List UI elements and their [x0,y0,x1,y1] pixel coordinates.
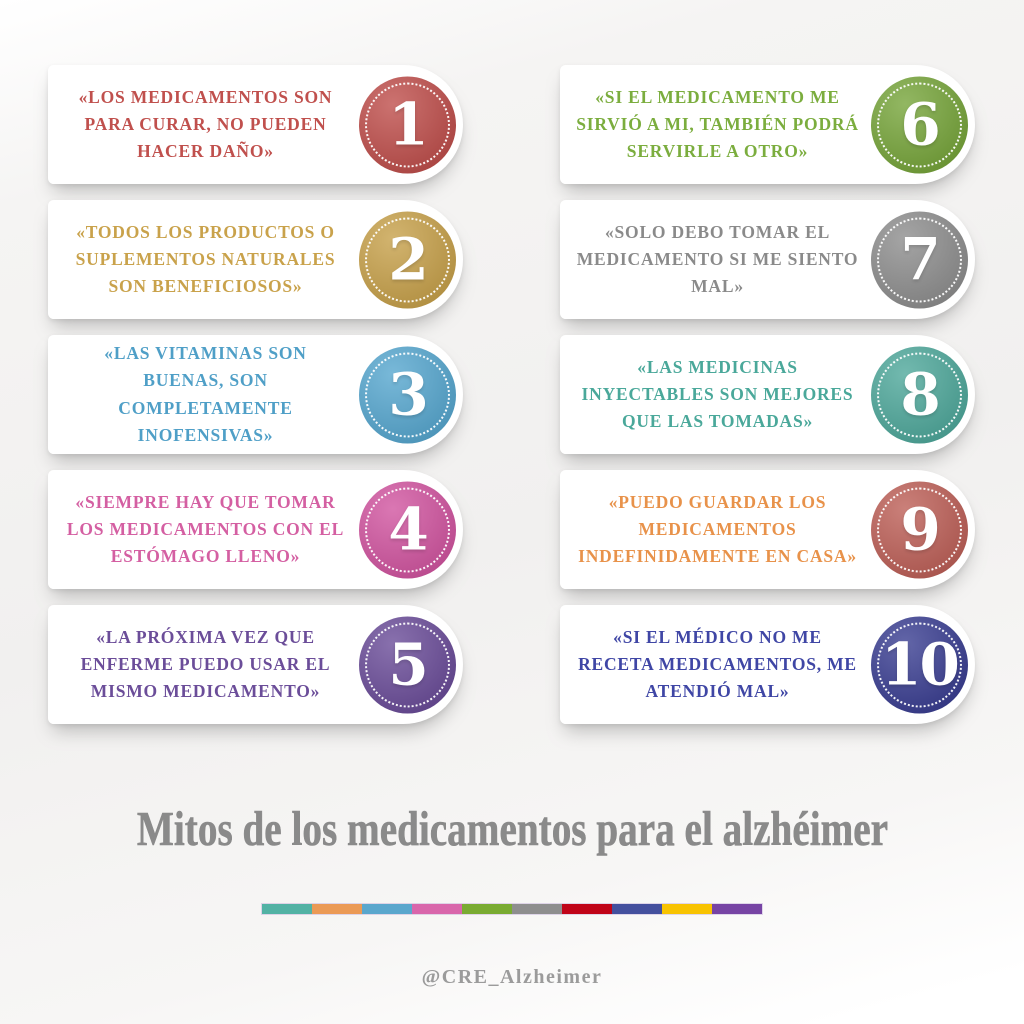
myth-number: 2 [388,225,428,294]
divider-segment [562,904,612,914]
myth-text: «LA PRÓXIMA VEZ QUE ENFERME PUEDO USAR E… [80,626,331,702]
myth-card-10: «SI EL MÉDICO NO ME RECETA MEDICAMENTOS,… [560,605,975,724]
myth-number-badge: 3 [359,346,456,443]
myth-number: 1 [388,90,428,159]
myth-number: 6 [900,90,940,159]
myth-card-8: «LAS MEDICINAS INYECTABLES SON MEJORES Q… [560,335,975,454]
myth-text: «SOLO DEBO TOMAR EL MEDICAMENTO SI ME SI… [576,221,859,297]
myth-text: «TODOS LOS PRODUCTOS O SUPLEMENTOS NATUR… [75,221,336,297]
myth-number: 3 [388,360,428,429]
myth-number: 9 [900,495,940,564]
myth-text: «SI EL MÉDICO NO ME RECETA MEDICAMENTOS,… [578,626,857,702]
myth-number: 10 [881,630,960,699]
divider-segment [262,904,312,914]
myth-card-9: «PUEDO GUARDAR LOS MEDICAMENTOS INDEFINI… [560,470,975,589]
divider-segment [462,904,512,914]
myth-text: «LAS MEDICINAS INYECTABLES SON MEJORES Q… [581,356,854,432]
myth-card-1: «LOS MEDICAMENTOS SON PARA CURAR, NO PUE… [48,65,463,184]
myth-text: «PUEDO GUARDAR LOS MEDICAMENTOS INDEFINI… [578,491,857,567]
myth-number-badge: 7 [871,211,968,308]
myth-cards-grid: «LOS MEDICAMENTOS SON PARA CURAR, NO PUE… [48,65,975,724]
myth-number-badge: 10 [871,616,968,713]
divider-segment [512,904,562,914]
myth-card-3: «LAS VITAMINAS SON BUENAS, SON COMPLETAM… [48,335,463,454]
myth-text: «LOS MEDICAMENTOS SON PARA CURAR, NO PUE… [78,86,333,162]
myth-card-4: «SIEMPRE HAY QUE TOMAR LOS MEDICAMENTOS … [48,470,463,589]
poster-title: Mitos de los medicamentos para el alzhéi… [0,800,1024,857]
myth-number: 8 [900,360,940,429]
myth-number: 4 [388,495,428,564]
myth-number-badge: 6 [871,76,968,173]
myth-text: «SI EL MEDICAMENTO ME SIRVIÓ A MI, TAMBI… [576,86,859,162]
divider-segment [412,904,462,914]
myth-text: «SIEMPRE HAY QUE TOMAR LOS MEDICAMENTOS … [66,491,345,567]
myth-text: «LAS VITAMINAS SON BUENAS, SON COMPLETAM… [104,343,307,445]
myth-card-5: «LA PRÓXIMA VEZ QUE ENFERME PUEDO USAR E… [48,605,463,724]
myth-card-7: «SOLO DEBO TOMAR EL MEDICAMENTO SI ME SI… [560,200,975,319]
divider-segment [712,904,762,914]
myth-number: 7 [900,225,940,294]
myth-number-badge: 9 [871,481,968,578]
divider-segment [362,904,412,914]
myth-number: 5 [388,630,428,699]
divider-segment [612,904,662,914]
myth-number-badge: 2 [359,211,456,308]
divider-segment [662,904,712,914]
myth-card-6: «SI EL MEDICAMENTO ME SIRVIÓ A MI, TAMBI… [560,65,975,184]
myth-number-badge: 4 [359,481,456,578]
myth-card-2: «TODOS LOS PRODUCTOS O SUPLEMENTOS NATUR… [48,200,463,319]
myth-number-badge: 1 [359,76,456,173]
poster-title-text: Mitos de los medicamentos para el alzhéi… [136,801,888,857]
divider-segment [312,904,362,914]
myth-number-badge: 8 [871,346,968,443]
color-divider-bar [261,903,763,915]
myth-number-badge: 5 [359,616,456,713]
credit-handle: @CRE_Alzheimer [421,966,603,988]
